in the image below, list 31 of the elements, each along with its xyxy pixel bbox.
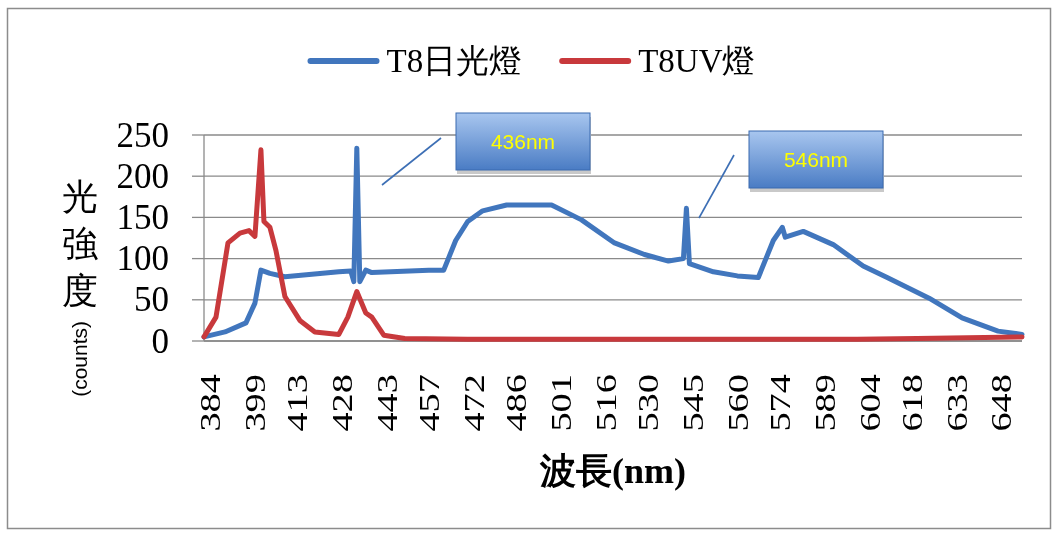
x-tick-label: 486 <box>499 374 533 432</box>
x-tick-label: 457 <box>412 374 446 432</box>
x-tick-label: 530 <box>630 374 664 432</box>
y-tick-label: 100 <box>116 239 169 279</box>
y-tick-label: 200 <box>116 156 169 196</box>
y-tick-label: 50 <box>134 280 169 320</box>
legend-label: T8日光燈 <box>386 43 523 79</box>
x-tick-label: 516 <box>588 374 623 432</box>
x-tick-label: 574 <box>762 374 796 432</box>
y-tick-label: 150 <box>116 197 169 237</box>
x-tick-label: 428 <box>325 374 359 432</box>
legend-label: T8UV燈 <box>638 43 756 79</box>
x-tick-label: 501 <box>544 374 578 432</box>
x-tick-label: 384 <box>193 374 227 432</box>
x-tick-label: 633 <box>939 374 973 432</box>
y-axis-title: 光強度(counts) <box>61 176 99 397</box>
y-tick-label: 250 <box>116 115 169 155</box>
annotation: 546nm <box>783 148 849 171</box>
x-tick-label: 545 <box>675 374 709 432</box>
x-tick-label: 618 <box>894 374 928 432</box>
x-tick-label: 399 <box>238 374 272 432</box>
x-axis-title: 波長(nm) <box>539 451 686 491</box>
annotation: 436nm <box>490 130 556 153</box>
x-tick-label: 413 <box>280 374 314 432</box>
x-tick-label: 472 <box>457 374 491 432</box>
x-tick-label: 560 <box>720 374 754 432</box>
y-tick-label: 0 <box>151 321 169 361</box>
x-tick-label: 604 <box>852 374 886 432</box>
x-tick-label: 648 <box>984 374 1018 432</box>
x-tick-label: 443 <box>370 374 404 432</box>
x-tick-label: 589 <box>807 374 841 432</box>
